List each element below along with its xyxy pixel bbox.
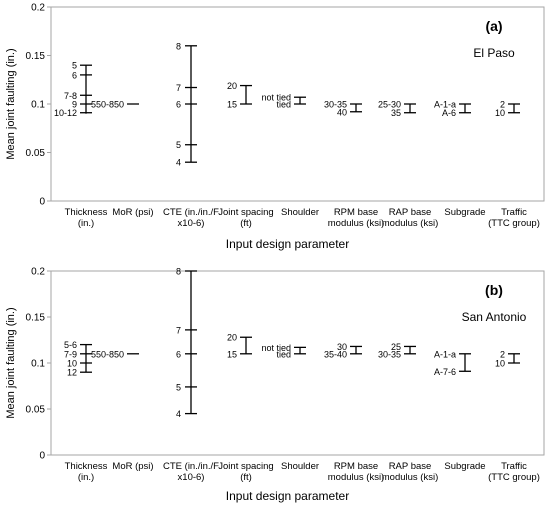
level-label: 6 (176, 349, 181, 359)
level-label: 2 (500, 349, 505, 359)
category-label: (in.) (78, 472, 94, 483)
y-tick-label: 0.05 (26, 405, 46, 416)
level-label: 20 (227, 81, 237, 91)
level-label: 7-9 (64, 349, 77, 359)
level-label: 7 (176, 83, 181, 93)
y-tick-label: 0.15 (26, 313, 46, 324)
category-label: (ft) (240, 472, 252, 483)
category-label: Shoulder (281, 207, 319, 218)
level-label: not tied (261, 93, 291, 103)
category-label: Thickness (65, 461, 108, 472)
category-label: RPM base (334, 461, 378, 472)
category-label: CTE (in./in./F (163, 461, 219, 472)
level-label: 35 (391, 108, 401, 118)
level-label: 4 (176, 158, 181, 168)
category-label: RAP base (389, 207, 432, 218)
level-label: 2 (500, 100, 505, 110)
category-label: Joint spacing (218, 461, 273, 472)
category-label: modulus (ksi) (382, 472, 439, 483)
panel-label: (b) (485, 282, 503, 298)
chart-panel-san-antonio: 0 0.05 0.1 0.15 0.2 Mean joint faulting (in.)… (5, 267, 545, 503)
level-label: 6 (72, 70, 77, 80)
y-tick-label: 0.05 (26, 148, 46, 159)
location-label: El Paso (473, 46, 515, 60)
level-label: A-1-a (434, 100, 456, 110)
level-label: 5 (176, 382, 181, 392)
category-label: Thickness (65, 207, 108, 218)
location-label: San Antonio (462, 310, 527, 324)
level-label: A-1-a (434, 349, 456, 359)
category-label: Subgrade (444, 207, 485, 218)
y-tick-label: 0.15 (26, 51, 46, 62)
chart-panel-el-paso: 0 0.05 0.1 0.15 0.2 Mean joint faulting (in.)… (5, 3, 545, 251)
level-label: 40 (337, 107, 347, 117)
level-label: 30 (337, 342, 347, 352)
level-label: 9 (72, 100, 77, 110)
category-label: (ft) (240, 218, 252, 229)
level-label: 15 (227, 349, 237, 359)
level-label: 12 (67, 368, 77, 378)
y-axis-label: Mean joint faulting (in.) (5, 48, 17, 159)
level-label: 550-850 (91, 349, 124, 359)
category-label: RPM base (334, 207, 378, 218)
level-label: not tied (261, 343, 291, 353)
category-label: (TTC group) (488, 218, 540, 229)
category-label: Joint spacing (218, 207, 273, 218)
category-label: Traffic (501, 461, 527, 472)
plot-area-frame (50, 270, 545, 456)
level-label: 35-40 (324, 349, 347, 359)
level-label: 8 (176, 267, 181, 277)
category-label: CTE (in./in./F (163, 207, 219, 218)
category-label: modulus (ksi) (328, 218, 385, 229)
level-label: A-7-6 (434, 367, 456, 377)
level-label: 5 (176, 140, 181, 150)
panel-label: (a) (485, 18, 502, 34)
category-label: modulus (ksi) (328, 472, 385, 483)
level-label: 5 (72, 61, 77, 71)
level-label: 4 (176, 409, 181, 419)
level-label: 30-35 (378, 349, 401, 359)
level-label: 25-30 (378, 100, 401, 110)
level-label: 7 (176, 325, 181, 335)
y-tick-label: 0.2 (31, 3, 45, 14)
level-label: 7-8 (64, 91, 77, 101)
category-label: (TTC group) (488, 472, 540, 483)
category-label: Shoulder (281, 461, 319, 472)
category-label: Subgrade (444, 461, 485, 472)
level-label: 5-6 (64, 340, 77, 350)
y-tick-label: 0.1 (31, 100, 45, 111)
level-label: 8 (176, 41, 181, 51)
level-label: 10-12 (54, 108, 77, 118)
level-label: tied (276, 349, 291, 359)
category-label: x10-6) (178, 472, 205, 483)
y-axis-label: Mean joint faulting (in.) (5, 307, 17, 418)
level-label: A-6 (442, 108, 456, 118)
y-tick-label: 0 (39, 197, 45, 208)
category-label: Traffic (501, 207, 527, 218)
category-label: (in.) (78, 218, 94, 229)
level-label: 10 (495, 108, 505, 118)
level-label: 30-35 (324, 100, 347, 110)
level-label: tied (276, 100, 291, 110)
category-label: x10-6) (178, 218, 205, 229)
level-label: 15 (227, 100, 237, 110)
level-label: 10 (67, 359, 77, 369)
category-label: MoR (psi) (112, 207, 153, 218)
category-label: modulus (ksi) (382, 218, 439, 229)
y-tick-label: 0.1 (31, 359, 45, 370)
category-label: RAP base (389, 461, 432, 472)
category-label: MoR (psi) (112, 461, 153, 472)
level-label: 550-850 (91, 100, 124, 110)
level-label: 20 (227, 333, 237, 343)
y-tick-label: 0.2 (31, 267, 45, 278)
x-axis-label: Input design parameter (226, 237, 349, 251)
level-label: 10 (495, 359, 505, 369)
level-label: 6 (176, 100, 181, 110)
y-tick-label: 0 (39, 451, 45, 462)
x-axis-label: Input design parameter (226, 489, 349, 503)
level-label: 25 (391, 342, 401, 352)
